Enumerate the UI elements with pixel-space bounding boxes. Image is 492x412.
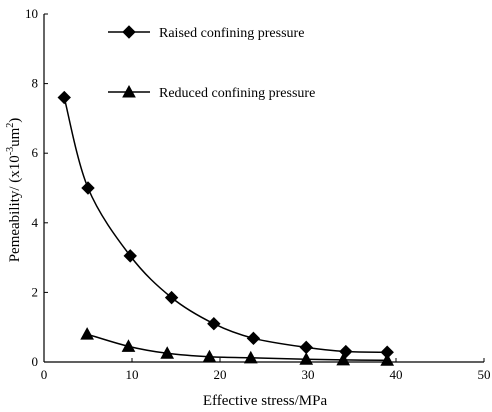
y-axis-label-exp1: -3: [5, 147, 16, 155]
x-axis-label: Effective stress/MPa: [203, 393, 328, 409]
y-tick-label: 4: [32, 215, 39, 230]
data-point-triangle: [380, 353, 395, 366]
data-point-diamond: [207, 317, 221, 331]
legend-label-reduced: Reduced confining pressure: [159, 86, 315, 101]
data-point-triangle: [121, 339, 136, 352]
legend-marker-triangle: [122, 84, 136, 98]
y-tick-label: 6: [32, 145, 39, 160]
series-line-diamond: [63, 97, 388, 354]
legend-label-raised: Raised confining pressure: [159, 26, 304, 41]
x-tick-label: 0: [41, 367, 48, 382]
legend-marker-diamond: [122, 25, 136, 39]
data-point-triangle: [299, 352, 314, 365]
y-axis-label-unit: um: [7, 127, 23, 147]
y-tick-label: 8: [32, 76, 39, 91]
y-axis-label-exp2: 2: [5, 123, 16, 128]
data-point-triangle: [202, 349, 217, 363]
data-point-diamond: [299, 340, 313, 355]
axes: [43, 14, 484, 363]
x-ticks: 0 10 20 30 40 50: [41, 358, 491, 382]
x-tick-label: 50: [478, 367, 491, 382]
series-layer: [57, 90, 395, 366]
y-axis-label-main: Pemeability/ (x10: [7, 155, 23, 262]
data-point-triangle: [336, 352, 351, 366]
x-tick-label: 30: [302, 367, 315, 382]
data-point-diamond: [123, 249, 137, 263]
y-tick-label: 2: [32, 284, 39, 299]
x-tick-label: 10: [126, 367, 139, 382]
y-tick-label: 10: [25, 6, 38, 21]
data-point-triangle: [80, 327, 94, 340]
data-point-diamond: [81, 181, 95, 195]
data-point-diamond: [246, 331, 261, 346]
y-axis-label-close: ): [7, 118, 23, 123]
x-tick-label: 40: [390, 367, 403, 382]
legend-item-reduced: Reduced confining pressure: [108, 84, 315, 101]
data-point-triangle: [243, 350, 258, 364]
data-point-triangle: [160, 346, 175, 359]
legend-item-raised: Raised confining pressure: [108, 25, 304, 41]
x-tick-label: 20: [214, 367, 227, 382]
data-point-diamond: [164, 290, 179, 305]
data-point-diamond: [57, 90, 71, 105]
y-axis-label: Pemeability/ (x10-3um2): [5, 118, 23, 263]
y-ticks: 0 2 4 6 8 10: [25, 6, 48, 369]
legend: Raised confining pressure Reduced confin…: [108, 25, 315, 101]
y-tick-label: 0: [32, 354, 39, 369]
